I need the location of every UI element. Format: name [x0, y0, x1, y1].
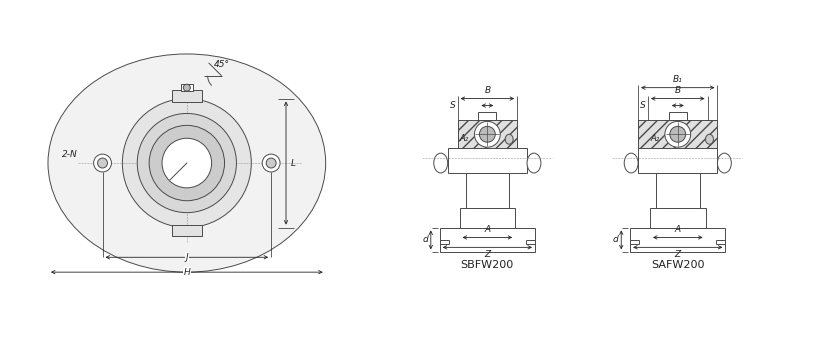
Text: d: d [422, 235, 428, 244]
Text: B: B [484, 86, 490, 95]
Text: A: A [675, 225, 681, 235]
Text: Z: Z [675, 250, 681, 259]
Bar [638, 148, 717, 173]
Text: 45°: 45° [214, 60, 229, 69]
Bar [172, 224, 202, 237]
Circle shape [162, 138, 211, 188]
Bar [638, 120, 717, 148]
Circle shape [149, 125, 224, 201]
Circle shape [480, 126, 495, 142]
Text: S: S [450, 101, 455, 110]
Ellipse shape [48, 54, 326, 272]
Bar [465, 173, 509, 208]
Text: J: J [185, 253, 188, 262]
Text: H: H [184, 268, 190, 276]
Circle shape [665, 121, 690, 147]
Bar [650, 208, 706, 227]
Ellipse shape [624, 153, 638, 173]
Circle shape [94, 154, 112, 172]
Text: d: d [613, 235, 619, 244]
Bar [630, 227, 725, 252]
Ellipse shape [717, 153, 731, 173]
Bar [440, 227, 535, 252]
Bar [458, 120, 517, 148]
Circle shape [184, 84, 190, 91]
Text: A₂: A₂ [650, 134, 659, 143]
Circle shape [262, 154, 280, 172]
Text: A₂: A₂ [459, 134, 468, 143]
Text: B₁: B₁ [673, 75, 683, 84]
Bar [448, 148, 527, 173]
Bar [478, 113, 496, 120]
Circle shape [474, 121, 500, 147]
Circle shape [98, 158, 108, 168]
Bar [181, 84, 193, 91]
Text: Z: Z [484, 250, 490, 259]
Text: A: A [484, 225, 490, 235]
Bar [459, 208, 515, 227]
Text: S: S [641, 101, 646, 110]
Bar [669, 113, 687, 120]
Text: B: B [675, 86, 681, 95]
Text: SAFW200: SAFW200 [651, 260, 704, 270]
Circle shape [122, 99, 251, 227]
Bar [656, 173, 699, 208]
Ellipse shape [706, 134, 713, 144]
Text: SBFW200: SBFW200 [461, 260, 514, 270]
Circle shape [266, 158, 276, 168]
Ellipse shape [505, 134, 513, 144]
Bar [172, 90, 202, 101]
Ellipse shape [434, 153, 448, 173]
Circle shape [137, 114, 237, 213]
Text: 2-N: 2-N [62, 150, 78, 159]
Text: L: L [291, 159, 296, 168]
Ellipse shape [527, 153, 541, 173]
Circle shape [670, 126, 685, 142]
